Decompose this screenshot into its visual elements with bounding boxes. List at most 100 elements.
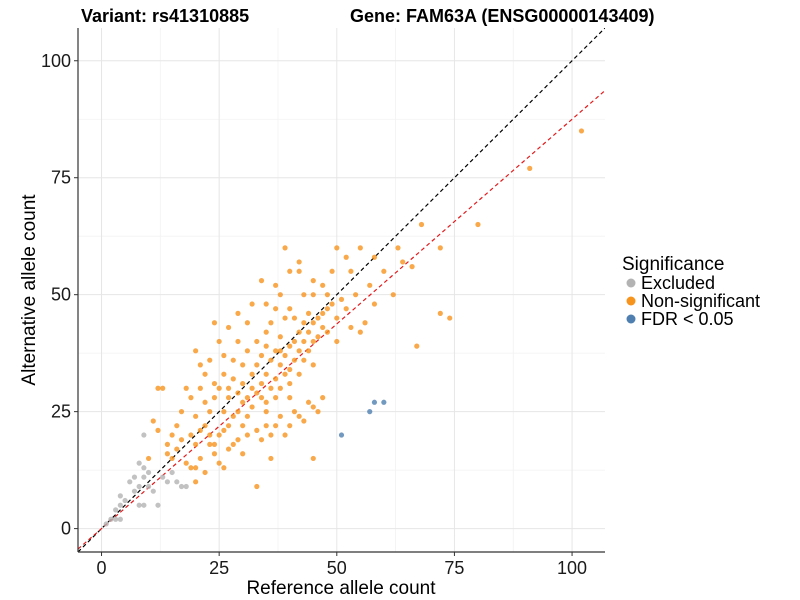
point-non-significant xyxy=(362,320,368,326)
y-tick-label: 50 xyxy=(51,285,71,305)
point-non-significant xyxy=(315,315,321,321)
point-non-significant xyxy=(188,465,194,471)
point-non-significant xyxy=(207,432,213,438)
legend-key-fdr-0-05 xyxy=(626,314,636,324)
point-non-significant xyxy=(475,221,481,228)
point-non-significant xyxy=(155,427,161,433)
x-tick-label: 75 xyxy=(444,558,464,578)
point-fdr-0-05 xyxy=(381,399,387,405)
point-non-significant xyxy=(282,371,288,377)
point-non-significant xyxy=(277,292,283,298)
point-non-significant xyxy=(216,432,222,438)
point-non-significant xyxy=(207,441,213,447)
point-non-significant xyxy=(230,376,236,382)
point-non-significant xyxy=(277,385,283,391)
legend-key-excluded xyxy=(626,278,636,288)
point-non-significant xyxy=(235,338,241,345)
point-non-significant xyxy=(258,380,265,387)
point-non-significant xyxy=(244,432,250,438)
point-non-significant xyxy=(296,329,302,335)
point-excluded xyxy=(122,497,128,504)
point-non-significant xyxy=(263,399,269,405)
point-non-significant xyxy=(254,362,260,368)
point-non-significant xyxy=(353,292,359,298)
point-non-significant xyxy=(301,418,307,424)
point-non-significant xyxy=(310,455,316,462)
point-non-significant xyxy=(343,306,349,312)
y-axis-title: Alternative allele count xyxy=(19,194,40,386)
point-non-significant xyxy=(263,409,269,415)
x-tick-label: 25 xyxy=(209,558,229,578)
point-non-significant xyxy=(268,320,274,326)
point-non-significant xyxy=(367,282,373,288)
point-non-significant xyxy=(305,310,312,316)
point-non-significant xyxy=(287,268,293,274)
point-excluded xyxy=(141,474,147,480)
point-non-significant xyxy=(188,432,194,438)
point-non-significant xyxy=(273,348,279,354)
point-non-significant xyxy=(301,292,307,298)
point-excluded xyxy=(145,483,152,490)
point-non-significant xyxy=(183,460,189,466)
point-excluded xyxy=(155,502,161,508)
point-non-significant xyxy=(225,395,232,401)
point-non-significant xyxy=(291,315,298,321)
point-non-significant xyxy=(188,395,194,401)
point-non-significant xyxy=(324,292,330,298)
point-non-significant xyxy=(174,423,180,429)
point-excluded xyxy=(131,488,138,494)
x-tick-label: 0 xyxy=(97,558,107,578)
point-non-significant xyxy=(254,390,260,396)
point-non-significant xyxy=(202,469,208,476)
point-non-significant xyxy=(320,282,326,288)
point-non-significant xyxy=(235,437,241,443)
point-non-significant xyxy=(216,338,222,345)
y-tick-label: 75 xyxy=(51,168,71,188)
gene-title: Gene: FAM63A (ENSG00000143409) xyxy=(350,6,654,26)
reference-lines xyxy=(78,28,605,552)
point-excluded xyxy=(117,516,123,522)
grid-layer xyxy=(78,28,605,552)
point-non-significant xyxy=(197,385,203,391)
data-points xyxy=(103,128,585,527)
point-non-significant xyxy=(273,423,279,429)
point-non-significant xyxy=(268,357,274,363)
point-non-significant xyxy=(273,282,279,288)
point-non-significant xyxy=(334,315,340,321)
point-non-significant xyxy=(249,371,255,377)
point-non-significant xyxy=(193,441,199,447)
point-non-significant xyxy=(211,395,218,401)
point-non-significant xyxy=(447,315,453,321)
point-non-significant xyxy=(235,409,241,415)
point-non-significant xyxy=(310,292,316,298)
point-non-significant xyxy=(197,455,203,462)
point-non-significant xyxy=(240,380,246,387)
point-non-significant xyxy=(324,306,330,312)
point-non-significant xyxy=(291,409,298,415)
point-non-significant xyxy=(348,268,354,274)
point-non-significant xyxy=(305,329,312,335)
point-non-significant xyxy=(277,348,283,354)
point-non-significant xyxy=(287,395,293,401)
point-non-significant xyxy=(230,357,236,363)
point-non-significant xyxy=(277,362,283,368)
point-non-significant xyxy=(169,455,175,462)
point-non-significant xyxy=(160,385,166,391)
point-non-significant xyxy=(230,413,236,419)
point-non-significant xyxy=(305,399,312,405)
point-non-significant xyxy=(211,441,218,447)
point-non-significant xyxy=(164,441,171,447)
point-non-significant xyxy=(390,292,396,298)
point-excluded xyxy=(136,460,142,466)
point-non-significant xyxy=(310,320,316,326)
point-non-significant xyxy=(409,264,415,270)
x-tick-label: 50 xyxy=(327,558,347,578)
point-non-significant xyxy=(150,418,156,424)
point-excluded xyxy=(145,469,152,476)
point-non-significant xyxy=(268,432,274,438)
point-non-significant xyxy=(287,423,293,429)
point-non-significant xyxy=(258,437,265,443)
point-non-significant xyxy=(296,348,302,354)
point-non-significant xyxy=(164,451,171,457)
